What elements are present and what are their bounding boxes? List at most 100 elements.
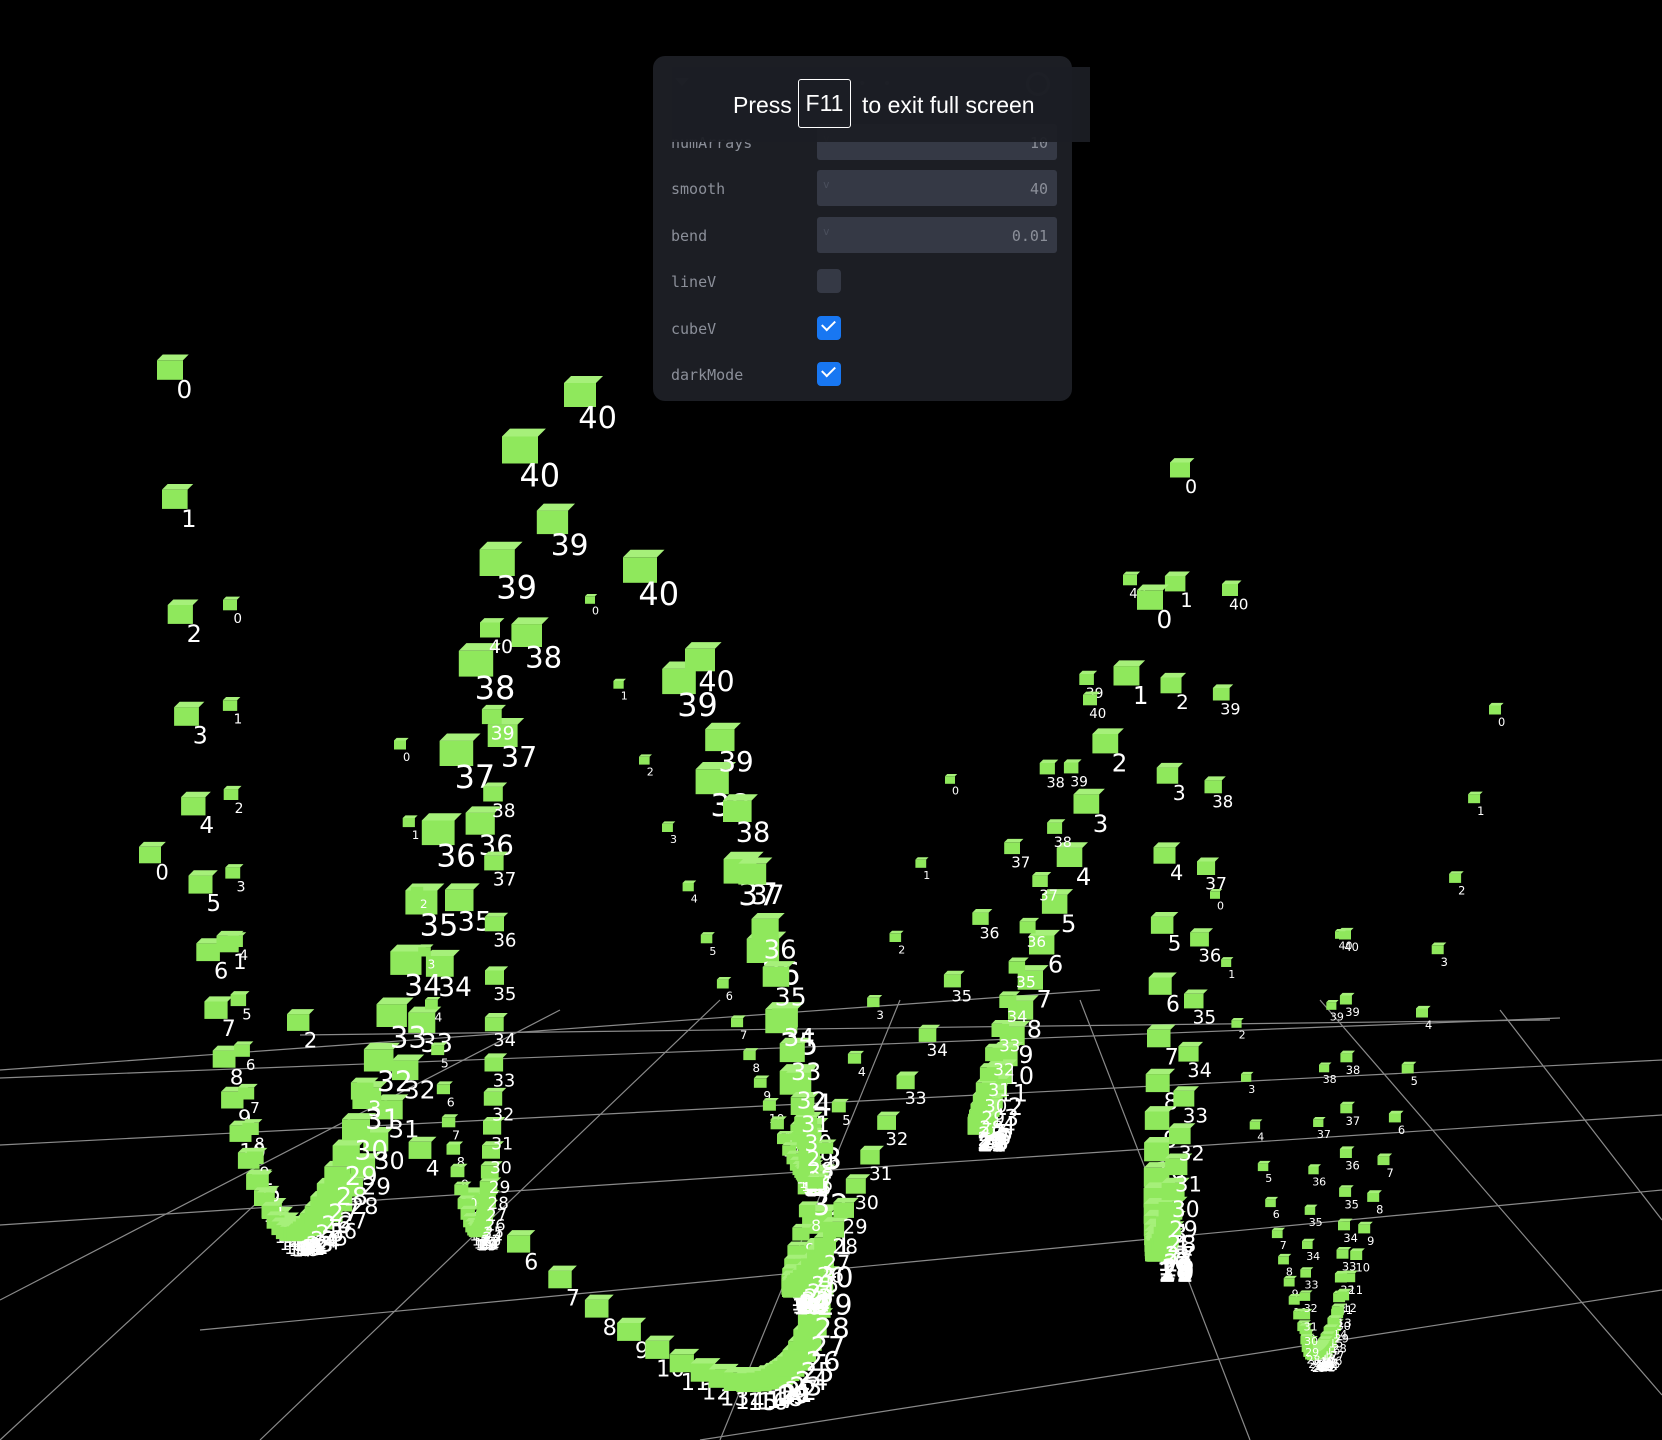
cube bbox=[1340, 1102, 1355, 1114]
cube-face bbox=[447, 1145, 461, 1155]
point-index-label: 3 bbox=[1248, 1083, 1255, 1096]
point-index-label: 33 bbox=[1305, 1279, 1319, 1292]
cube-face bbox=[860, 1150, 879, 1165]
value-prefix: v bbox=[823, 225, 830, 238]
cube bbox=[1300, 1267, 1313, 1277]
bend-input[interactable]: v 0.01 bbox=[817, 217, 1057, 253]
cube-top-face bbox=[1213, 684, 1233, 688]
point-index-label: 3 bbox=[1093, 809, 1109, 838]
point-index-label: 29 bbox=[843, 1216, 868, 1239]
point-index-label: 35 bbox=[775, 982, 807, 1011]
cube-top-face bbox=[162, 484, 193, 490]
point-index-label: 40 bbox=[638, 575, 679, 613]
point-index-label: 39 bbox=[1330, 1011, 1344, 1024]
cube-face bbox=[1326, 1002, 1336, 1010]
point-index-label: 2 bbox=[647, 766, 654, 779]
cube-face bbox=[818, 1143, 833, 1154]
cube-top-face bbox=[1137, 585, 1169, 591]
cube-top-face bbox=[1367, 1190, 1382, 1193]
point-index-label: 1 bbox=[1228, 968, 1235, 981]
cube-top-face bbox=[287, 1009, 314, 1014]
cubev-label: cubeV bbox=[671, 320, 716, 338]
bend-value: 0.01 bbox=[1012, 227, 1048, 245]
cube bbox=[1149, 972, 1177, 994]
point-index-label: 3 bbox=[236, 880, 245, 896]
cube-face bbox=[224, 789, 239, 800]
cube-face bbox=[225, 867, 240, 878]
cube bbox=[848, 1051, 864, 1064]
cube bbox=[832, 1099, 849, 1113]
cube-face bbox=[1402, 1064, 1414, 1073]
point-index-label: 32 bbox=[492, 1105, 514, 1125]
cube bbox=[1313, 1117, 1326, 1127]
cube-top-face bbox=[1009, 958, 1029, 962]
cube-top-face bbox=[1358, 1222, 1373, 1225]
cube bbox=[1326, 1000, 1338, 1010]
cube-face bbox=[1241, 1074, 1251, 1082]
cube-top-face bbox=[1337, 1247, 1352, 1250]
point-index-label: 33 bbox=[390, 1020, 427, 1054]
cube-top-face bbox=[1313, 1117, 1326, 1119]
point-index-label: 35 bbox=[951, 986, 971, 1005]
point-index-label: 7 bbox=[452, 1128, 460, 1143]
cube-top-face bbox=[394, 738, 409, 741]
cube bbox=[485, 966, 508, 984]
point-index-label: 39 bbox=[718, 745, 753, 778]
cube-top-face bbox=[1265, 1197, 1278, 1199]
cube-top-face bbox=[972, 909, 992, 913]
cube-face bbox=[1358, 1224, 1370, 1233]
point-index-label: 1 bbox=[234, 712, 243, 728]
cube-top-face bbox=[426, 950, 460, 956]
point-index-label: 39 bbox=[1345, 1005, 1360, 1019]
cube-top-face bbox=[915, 857, 928, 859]
cube-face bbox=[1378, 1156, 1390, 1165]
cube-face bbox=[485, 1058, 504, 1072]
cube-top-face bbox=[701, 932, 715, 935]
cube-face bbox=[1210, 891, 1220, 899]
cube-face bbox=[451, 1167, 465, 1177]
smooth-input[interactable]: v 40 bbox=[817, 170, 1057, 206]
cube-top-face bbox=[1178, 1042, 1203, 1046]
grid-line bbox=[200, 1190, 1662, 1330]
cube bbox=[1079, 671, 1097, 685]
point-index-label: 40 bbox=[489, 636, 513, 658]
cube bbox=[1123, 572, 1140, 586]
cubev-checkbox[interactable] bbox=[817, 316, 841, 340]
cube-face bbox=[1184, 994, 1204, 1009]
point-index-label: 34 bbox=[438, 972, 472, 1003]
point-index-label: 39 bbox=[551, 528, 589, 563]
point-index-label: 30 bbox=[1304, 1335, 1318, 1348]
cube-face bbox=[442, 1117, 455, 1127]
cube-top-face bbox=[1170, 458, 1194, 462]
cube bbox=[1340, 993, 1355, 1005]
cube-top-face bbox=[867, 995, 882, 998]
cube-face bbox=[808, 1177, 824, 1189]
cube bbox=[1213, 684, 1233, 700]
cube-top-face bbox=[623, 550, 664, 557]
cube-top-face bbox=[743, 1048, 758, 1051]
point-index-label: 0 bbox=[176, 375, 192, 404]
cube bbox=[846, 1174, 870, 1193]
point-index-label: 3 bbox=[428, 958, 436, 972]
darkmode-checkbox[interactable] bbox=[817, 362, 841, 386]
cube bbox=[1190, 928, 1213, 946]
cube-top-face bbox=[1184, 989, 1208, 993]
cube-face bbox=[238, 1087, 254, 1099]
cube bbox=[1258, 1161, 1271, 1171]
cube-top-face bbox=[480, 542, 523, 550]
cube-face bbox=[1032, 875, 1048, 887]
point-index-label: 36 bbox=[1027, 933, 1046, 951]
cube bbox=[1302, 1239, 1315, 1249]
cube-top-face bbox=[1173, 1086, 1198, 1091]
cube-top-face bbox=[731, 1015, 746, 1018]
cube-chain: 0123456789101112131415161718192021222324… bbox=[781, 572, 1146, 1321]
cube-top-face bbox=[223, 597, 240, 600]
point-index-label: 3 bbox=[1173, 781, 1186, 805]
cube-top-face bbox=[1389, 1111, 1404, 1114]
cube-top-face bbox=[1377, 1153, 1392, 1156]
cube-face bbox=[483, 787, 503, 802]
cube bbox=[683, 880, 697, 891]
cube-face bbox=[1335, 931, 1345, 939]
cube-top-face bbox=[613, 679, 626, 681]
linev-checkbox[interactable] bbox=[817, 269, 841, 293]
